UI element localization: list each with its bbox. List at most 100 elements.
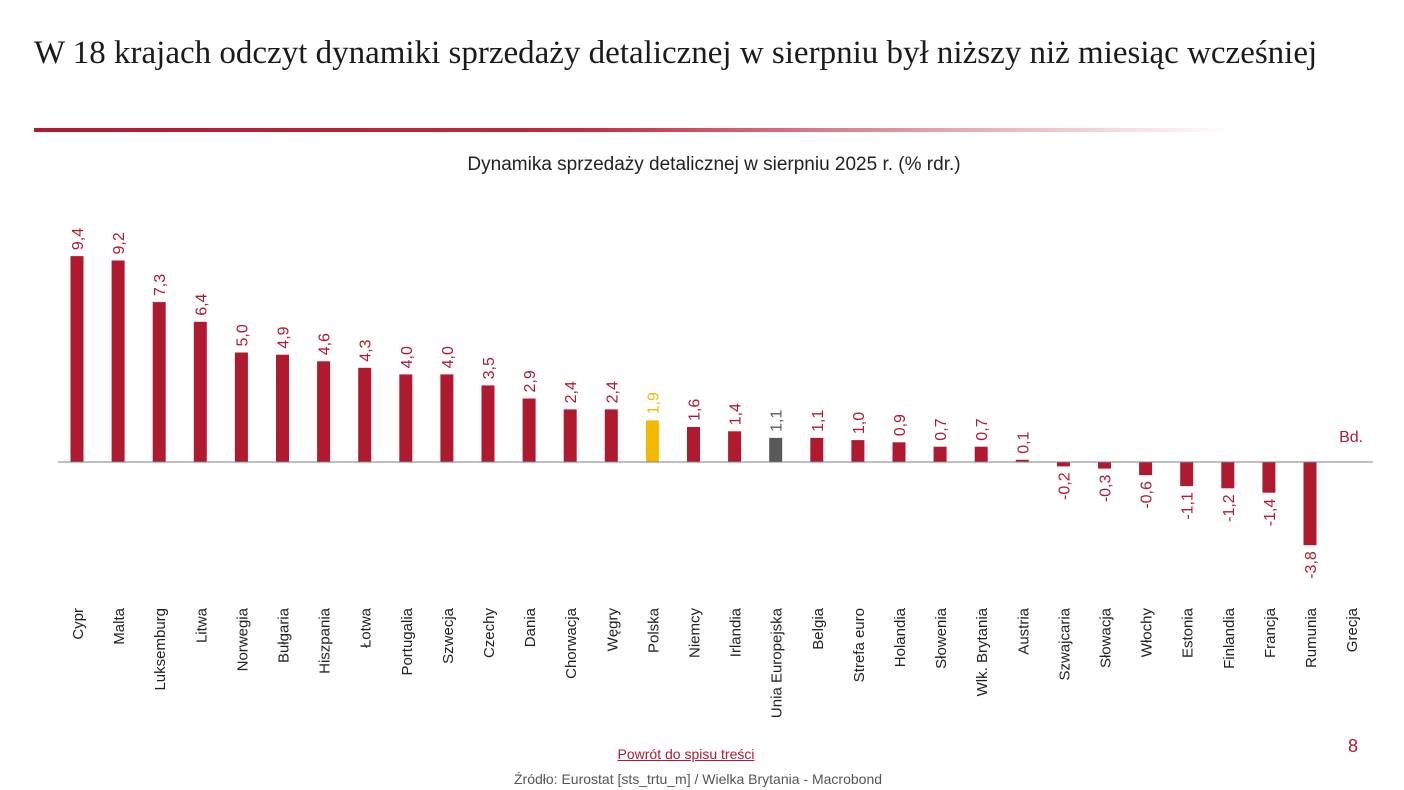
category-label-wegry: Węgry xyxy=(604,608,621,652)
data-label-belgia: 1,1 xyxy=(810,410,827,432)
bar-bulgaria xyxy=(276,354,289,462)
bar-dania xyxy=(522,398,536,462)
chart-title: Dynamika sprzedaży detalicznej w sierpni… xyxy=(467,154,960,175)
bar-irlandia xyxy=(728,431,742,462)
bar-wlochy xyxy=(1139,462,1153,476)
category-label-estonia: Estonia xyxy=(1180,607,1197,658)
bar-polska xyxy=(645,420,659,462)
data-label-czechy: 3,5 xyxy=(481,357,498,379)
category-label-cypr: Cypr xyxy=(70,608,87,640)
back-to-contents-link-text[interactable]: Powrót do spisu treści xyxy=(617,746,755,762)
category-label-polska: Polska xyxy=(645,607,662,653)
data-label-austria: 0,1 xyxy=(1015,431,1032,453)
bar-wlk-brytania xyxy=(974,446,988,462)
data-label-polska: 1,9 xyxy=(645,392,662,414)
category-label-malta: Malta xyxy=(111,607,128,644)
data-label-hiszpania: 4,6 xyxy=(317,333,334,355)
bar-czechy xyxy=(481,385,495,462)
category-label-slowacja: Słowacja xyxy=(1098,607,1115,668)
category-label-wlochy: Włochy xyxy=(1139,608,1156,658)
data-label-unia-europejska: 1,1 xyxy=(769,410,786,432)
data-label-francja: -1,4 xyxy=(1262,499,1279,527)
bar-szwajcaria xyxy=(1056,462,1070,467)
data-label-malta: 9,2 xyxy=(111,232,128,254)
category-label-irlandia: Irlandia xyxy=(728,607,745,657)
category-label-finlandia: Finlandia xyxy=(1221,607,1238,669)
bar-slowacja xyxy=(1098,462,1111,469)
bar-niemcy xyxy=(687,427,700,462)
bar-strefa-euro xyxy=(851,440,865,462)
bar-norwegia xyxy=(234,352,248,462)
data-label-norwegia: 5,0 xyxy=(234,324,251,346)
category-label-francja: Francja xyxy=(1262,607,1279,658)
data-label-szwajcaria: -0,2 xyxy=(1056,472,1073,500)
bar-malta xyxy=(111,260,125,462)
bar-finlandia xyxy=(1221,462,1235,489)
bar-lotwa xyxy=(358,367,372,462)
data-label-portugalia: 4,0 xyxy=(399,346,416,368)
category-label-rumunia: Rumunia xyxy=(1303,607,1320,668)
data-label-dania: 2,9 xyxy=(522,370,539,392)
category-label-czechy: Czechy xyxy=(481,608,498,659)
bar-litwa xyxy=(193,321,207,462)
bar-slowenia xyxy=(933,446,947,462)
bar-rumunia xyxy=(1303,462,1317,546)
category-label-unia-europejska: Unia Europejska xyxy=(769,607,786,718)
data-label-grecja: Bd. xyxy=(1339,429,1363,446)
category-label-szwajcaria: Szwajcaria xyxy=(1056,607,1073,680)
back-to-contents-link: Powrót do spisu treści xyxy=(0,746,1372,762)
category-label-szwecja: Szwecja xyxy=(440,607,457,664)
data-label-slowacja: -0,3 xyxy=(1098,475,1115,503)
data-label-wegry: 2,4 xyxy=(604,381,621,403)
category-label-norwegia: Norwegia xyxy=(234,607,251,671)
bar-unia-europejska xyxy=(769,437,783,462)
bar-holandia xyxy=(892,442,906,462)
slide-title: W 18 krajach odczyt dynamiki sprzedaży d… xyxy=(34,35,1318,71)
category-label-luksemburg: Luksemburg xyxy=(152,608,169,691)
data-label-chorwacja: 2,4 xyxy=(563,381,580,403)
bar-luksemburg xyxy=(152,302,166,462)
category-label-grecja: Grecja xyxy=(1344,607,1361,652)
bar-cypr xyxy=(70,256,84,462)
data-label-litwa: 6,4 xyxy=(193,293,210,315)
data-label-wlochy: -0,6 xyxy=(1139,481,1156,509)
category-label-chorwacja: Chorwacja xyxy=(563,607,580,679)
page-number: 8 xyxy=(1348,736,1359,756)
data-label-holandia: 0,9 xyxy=(892,414,909,436)
category-label-austria: Austria xyxy=(1015,607,1032,654)
data-label-slowenia: 0,7 xyxy=(933,418,950,440)
bar-francja xyxy=(1262,462,1276,493)
bar-belgia xyxy=(810,437,824,462)
data-label-szwecja: 4,0 xyxy=(440,346,457,368)
bar-szwecja xyxy=(440,374,454,462)
bar-portugalia xyxy=(399,374,413,462)
title-divider xyxy=(34,128,1234,132)
data-label-bulgaria: 4,9 xyxy=(276,326,293,348)
source-note: Źródło: Eurostat [sts_trtu_m] / Wielka B… xyxy=(513,771,883,787)
bar-estonia xyxy=(1180,462,1194,487)
category-label-portugalia: Portugalia xyxy=(399,607,416,675)
data-label-niemcy: 1,6 xyxy=(687,399,704,421)
category-label-litwa: Litwa xyxy=(193,607,210,643)
data-label-wlk-brytania: 0,7 xyxy=(974,418,991,440)
category-label-niemcy: Niemcy xyxy=(687,608,704,659)
data-label-irlandia: 1,4 xyxy=(728,403,745,425)
category-label-slowenia: Słowenia xyxy=(933,607,950,669)
data-label-estonia: -1,1 xyxy=(1180,492,1197,520)
bar-hiszpania xyxy=(317,361,331,462)
bar-wegry xyxy=(604,409,618,462)
category-label-hiszpania: Hiszpania xyxy=(317,607,334,674)
category-label-lotwa: Łotwa xyxy=(358,607,375,648)
category-label-belgia: Belgia xyxy=(810,607,827,649)
data-label-rumunia: -3,8 xyxy=(1303,551,1320,579)
data-label-cypr: 9,4 xyxy=(70,228,87,250)
bar-austria xyxy=(1015,459,1029,462)
data-label-strefa-euro: 1,0 xyxy=(851,412,868,434)
bar-chorwacja xyxy=(563,409,577,462)
category-label-wlk-brytania: Wlk. Brytania xyxy=(974,607,991,696)
data-label-finlandia: -1,2 xyxy=(1221,494,1238,522)
data-label-luksemburg: 7,3 xyxy=(152,274,169,296)
category-label-dania: Dania xyxy=(522,607,539,647)
data-label-lotwa: 4,3 xyxy=(358,339,375,361)
category-label-strefa-euro: Strefa euro xyxy=(851,608,868,682)
